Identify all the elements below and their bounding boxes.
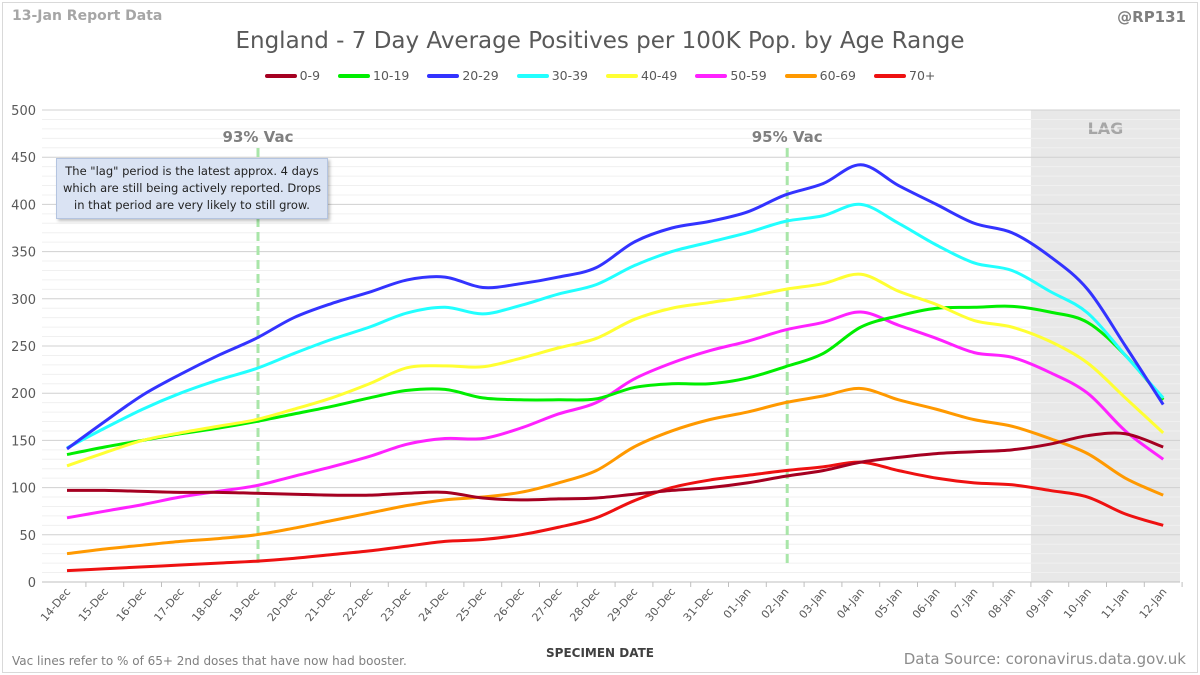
x-tick-label: 03-Jan — [796, 586, 829, 622]
legend-item-0-9: 0-9 — [264, 68, 321, 83]
x-tick-label: 20-Dec — [265, 586, 300, 624]
legend-label: 0-9 — [299, 68, 321, 83]
x-tick-label: 25-Dec — [454, 586, 489, 624]
legend-label: 60-69 — [819, 68, 856, 83]
legend-swatch — [784, 73, 817, 78]
x-tick-label: 28-Dec — [567, 586, 602, 624]
legend-item-60-69: 60-69 — [784, 68, 856, 83]
legend-swatch — [874, 73, 906, 78]
vac-line-label: 95% Vac — [752, 128, 823, 146]
y-tick-label: 50 — [19, 529, 36, 544]
x-tick-label: 12-Jan — [1137, 586, 1170, 622]
x-tick-label: 06-Jan — [910, 586, 943, 622]
y-tick-label: 350 — [11, 246, 36, 261]
legend-label: 20-29 — [462, 68, 499, 83]
series-line-10-19 — [66, 304, 1165, 457]
x-tick-label: 18-Dec — [189, 586, 224, 624]
x-tick-label: 26-Dec — [492, 586, 527, 624]
lag-annotation: The "lag" period is the latest approx. 4… — [56, 158, 328, 219]
y-tick-label: 500 — [11, 104, 36, 119]
x-tick-label: 19-Dec — [227, 586, 262, 624]
legend-item-70+: 70+ — [874, 68, 935, 83]
legend-swatch — [516, 73, 549, 78]
series-line-40-49 — [66, 272, 1165, 468]
x-tick-label: 30-Dec — [643, 586, 678, 624]
x-tick-label: 04-Jan — [834, 586, 867, 622]
y-tick-label: 300 — [11, 293, 36, 308]
series-line-0-9 — [66, 431, 1164, 502]
x-tick-label: 17-Dec — [152, 586, 187, 624]
series-line-20-29 — [66, 163, 1165, 451]
x-tick-label: 27-Dec — [530, 586, 565, 624]
legend-item-50-59: 50-59 — [695, 68, 767, 83]
x-axis-title: SPECIMEN DATE — [546, 646, 654, 660]
x-tick-label: 01-Jan — [721, 586, 754, 622]
legend-item-20-29: 20-29 — [427, 68, 499, 83]
legend-swatch — [427, 73, 460, 78]
legend-swatch — [606, 73, 639, 78]
x-tick-label: 11-Jan — [1099, 586, 1132, 622]
vac-line-label: 93% Vac — [223, 128, 294, 146]
y-tick-label: 400 — [11, 198, 36, 213]
x-tick-label: 29-Dec — [605, 586, 640, 624]
legend-label: 30-39 — [551, 68, 589, 83]
author-handle: @RP131 — [1117, 8, 1186, 26]
series-line-50-59 — [66, 310, 1165, 520]
x-tick-label: 02-Jan — [759, 586, 792, 622]
vac-footnote: Vac lines refer to % of 65+ 2nd doses th… — [12, 654, 407, 668]
legend-label: 10-19 — [373, 68, 410, 83]
series-line-60-69 — [66, 386, 1164, 556]
x-tick-label: 14-Dec — [38, 586, 73, 624]
x-tick-label: 15-Dec — [76, 586, 111, 624]
legend-swatch — [695, 73, 728, 78]
legend-label: 70+ — [909, 68, 936, 83]
y-tick-label: 150 — [11, 434, 36, 449]
x-tick-label: 07-Jan — [948, 586, 981, 622]
x-tick-label: 08-Jan — [985, 586, 1018, 622]
chart-title: England - 7 Day Average Positives per 10… — [235, 28, 965, 54]
data-source: Data Source: coronavirus.data.gov.uk — [903, 650, 1186, 668]
legend-swatch — [264, 73, 297, 78]
x-tick-label: 09-Jan — [1023, 586, 1056, 622]
x-tick-label: 24-Dec — [416, 586, 451, 624]
y-tick-label: 0 — [28, 576, 36, 591]
y-tick-label: 200 — [11, 387, 36, 402]
legend-swatch — [338, 73, 371, 78]
x-tick-label: 21-Dec — [303, 586, 338, 624]
report-date-label: 13-Jan Report Data — [12, 8, 163, 24]
x-tick-label: 22-Dec — [341, 586, 376, 624]
x-tick-label: 23-Dec — [378, 586, 413, 624]
series-line-70+ — [66, 460, 1164, 573]
legend-label: 50-59 — [730, 68, 767, 83]
legend-item-10-19: 10-19 — [338, 68, 409, 83]
y-tick-label: 100 — [11, 482, 36, 497]
y-tick-label: 250 — [11, 340, 36, 355]
x-tick-label: 10-Jan — [1061, 586, 1094, 622]
legend-item-30-39: 30-39 — [516, 68, 589, 83]
series-line-30-39 — [66, 202, 1165, 450]
x-tick-label: 16-Dec — [114, 586, 149, 624]
y-tick-label: 450 — [11, 151, 36, 166]
legend-item-40-49: 40-49 — [606, 68, 677, 83]
legend: 0-9 10-19 20-29 30-39 40-49 50-59 60-69 70+ — [0, 68, 1200, 83]
x-tick-label: 31-Dec — [681, 586, 716, 624]
x-tick-label: 05-Jan — [872, 586, 905, 622]
legend-label: 40-49 — [641, 68, 678, 83]
